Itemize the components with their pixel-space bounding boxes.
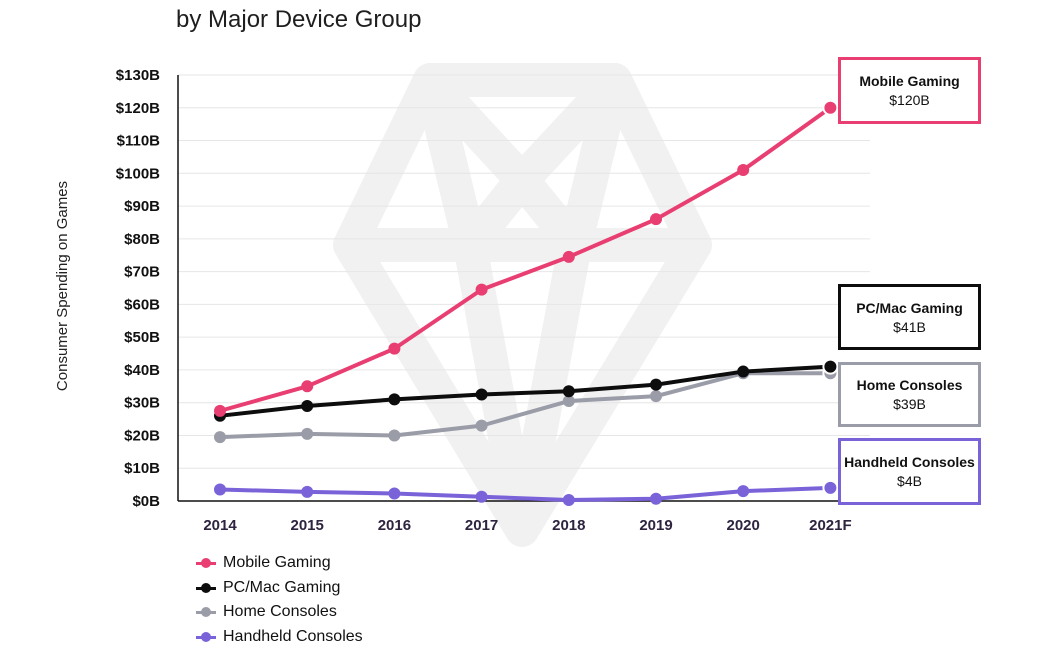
data-point [301, 380, 313, 392]
data-point [650, 213, 662, 225]
y-tick-label: $0B [132, 493, 160, 510]
data-point [823, 360, 837, 374]
x-tick-label: 2014 [203, 517, 237, 534]
watermark-logo [350, 80, 695, 530]
data-point [563, 385, 575, 397]
legend-item: Handheld Consoles [196, 625, 363, 649]
legend-item: PC/Mac Gaming [196, 576, 363, 601]
data-point [301, 486, 313, 498]
x-tick-label: 2020 [727, 517, 760, 534]
y-tick-label: $20B [124, 427, 160, 444]
callout-handheld-consoles: Handheld Consoles $4B [838, 438, 981, 505]
callout-label: Home Consoles [841, 377, 978, 393]
callout-label: Mobile Gaming [841, 73, 978, 89]
data-point [388, 429, 400, 441]
callout-label: Handheld Consoles [841, 454, 978, 470]
legend-label: Mobile Gaming [223, 554, 331, 572]
y-tick-label: $60B [124, 296, 160, 313]
data-point [214, 431, 226, 443]
callout-mobile-gaming: Mobile Gaming $120B [838, 57, 981, 124]
data-point [301, 400, 313, 412]
y-tick-label: $50B [124, 329, 160, 346]
legend-swatch [196, 557, 216, 569]
legend-item: Mobile Gaming [196, 551, 363, 576]
y-tick-label: $100B [116, 165, 160, 182]
y-tick-label: $40B [124, 362, 160, 379]
data-point [214, 405, 226, 417]
x-tick-label: 2018 [552, 517, 585, 534]
data-point [737, 485, 749, 497]
data-point [214, 484, 226, 496]
legend: Mobile Gaming PC/Mac Gaming Home Consoles H… [196, 551, 363, 649]
callout-home-consoles: Home Consoles $39B [838, 362, 981, 427]
data-point [737, 164, 749, 176]
y-tick-label: $30B [124, 395, 160, 412]
y-tick-label: $80B [124, 231, 160, 248]
data-point [737, 366, 749, 378]
x-tick-label: 2015 [291, 517, 324, 534]
x-tick-label: 2019 [639, 517, 672, 534]
x-tick-label: 2017 [465, 517, 498, 534]
y-tick-label: $110B [117, 133, 161, 150]
y-tick-label: $130B [116, 67, 160, 84]
legend-swatch [196, 631, 216, 643]
data-point [476, 389, 488, 401]
y-tick-label: $70B [124, 264, 160, 281]
x-tick-label: 2021F [809, 517, 852, 534]
data-point [388, 487, 400, 499]
y-tick-label: $120B [116, 100, 160, 117]
data-point [650, 390, 662, 402]
callout-pc-mac-gaming: PC/Mac Gaming $41B [838, 284, 981, 350]
y-axis-ticks: $0B $10B $20B $30B $40B $50B $60B $70B $80B $90B $… [116, 67, 160, 510]
callout-value: $4B [841, 473, 978, 489]
legend-label: Home Consoles [223, 603, 337, 621]
callout-value: $39B [841, 396, 978, 412]
callout-value: $41B [841, 319, 978, 335]
data-point [823, 481, 837, 495]
data-point [823, 101, 837, 115]
data-point [563, 251, 575, 263]
data-point [388, 343, 400, 355]
y-axis-label: Consumer Spending on Games [54, 181, 71, 391]
data-point [650, 493, 662, 505]
y-tick-label: $90B [124, 198, 160, 215]
legend-label: PC/Mac Gaming [223, 579, 340, 597]
data-point [563, 494, 575, 506]
data-point [388, 393, 400, 405]
data-point [476, 420, 488, 432]
watermark-shape [350, 80, 695, 530]
data-point [650, 379, 662, 391]
x-tick-label: 2016 [378, 517, 411, 534]
legend-swatch [196, 606, 216, 618]
legend-label: Handheld Consoles [223, 628, 363, 646]
data-point [476, 491, 488, 503]
legend-swatch [196, 582, 216, 594]
y-tick-label: $10B [124, 460, 160, 477]
data-point [301, 428, 313, 440]
callout-value: $120B [841, 92, 978, 108]
data-point [476, 284, 488, 296]
callout-label: PC/Mac Gaming [841, 300, 978, 316]
legend-item: Home Consoles [196, 600, 363, 625]
